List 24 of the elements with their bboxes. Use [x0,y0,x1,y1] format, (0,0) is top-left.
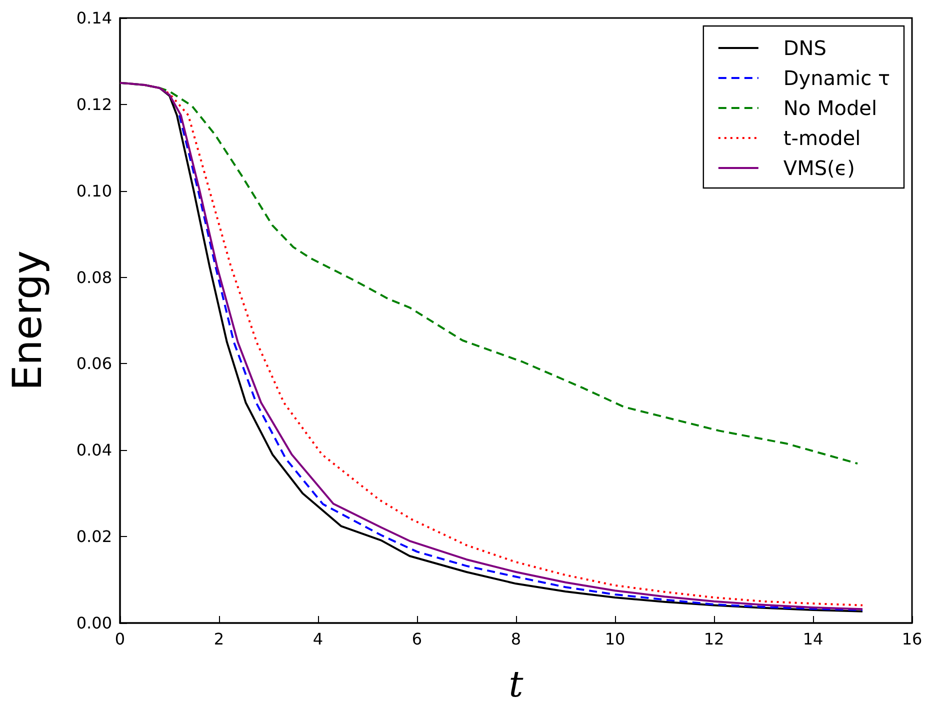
legend-label: Dynamic τ [783,66,890,90]
y-tick-label: 0.00 [76,614,112,632]
x-tick-label: 2 [214,630,224,648]
x-axis-title: t [508,664,524,706]
y-tick-label: 0.14 [76,8,112,28]
y-tick-label: 0.10 [76,181,112,200]
y-axis-title: Energy [5,250,51,391]
y-tick-label: 0.04 [76,440,112,460]
x-tick-label: 0 [114,630,126,648]
y-tick-label: 0.08 [76,268,112,287]
legend-label: DNS [783,36,826,60]
y-tick-label: 0.06 [76,354,112,374]
x-tick-label: 10 [604,630,626,648]
x-tick-label: 6 [412,630,422,648]
x-tick-label: 12 [704,630,724,648]
x-tick-label: 14 [802,630,824,648]
legend-label: No Model [783,96,878,120]
x-tick-label: 4 [312,630,324,648]
legend-label: t-model [783,126,861,150]
x-tick-label: 16 [902,630,922,648]
y-tick-label: 0.02 [76,527,112,546]
y-tick-label: 0.12 [76,94,112,114]
x-tick-label: 8 [510,630,522,648]
legend-label: VMS(ϵ) [783,156,855,180]
